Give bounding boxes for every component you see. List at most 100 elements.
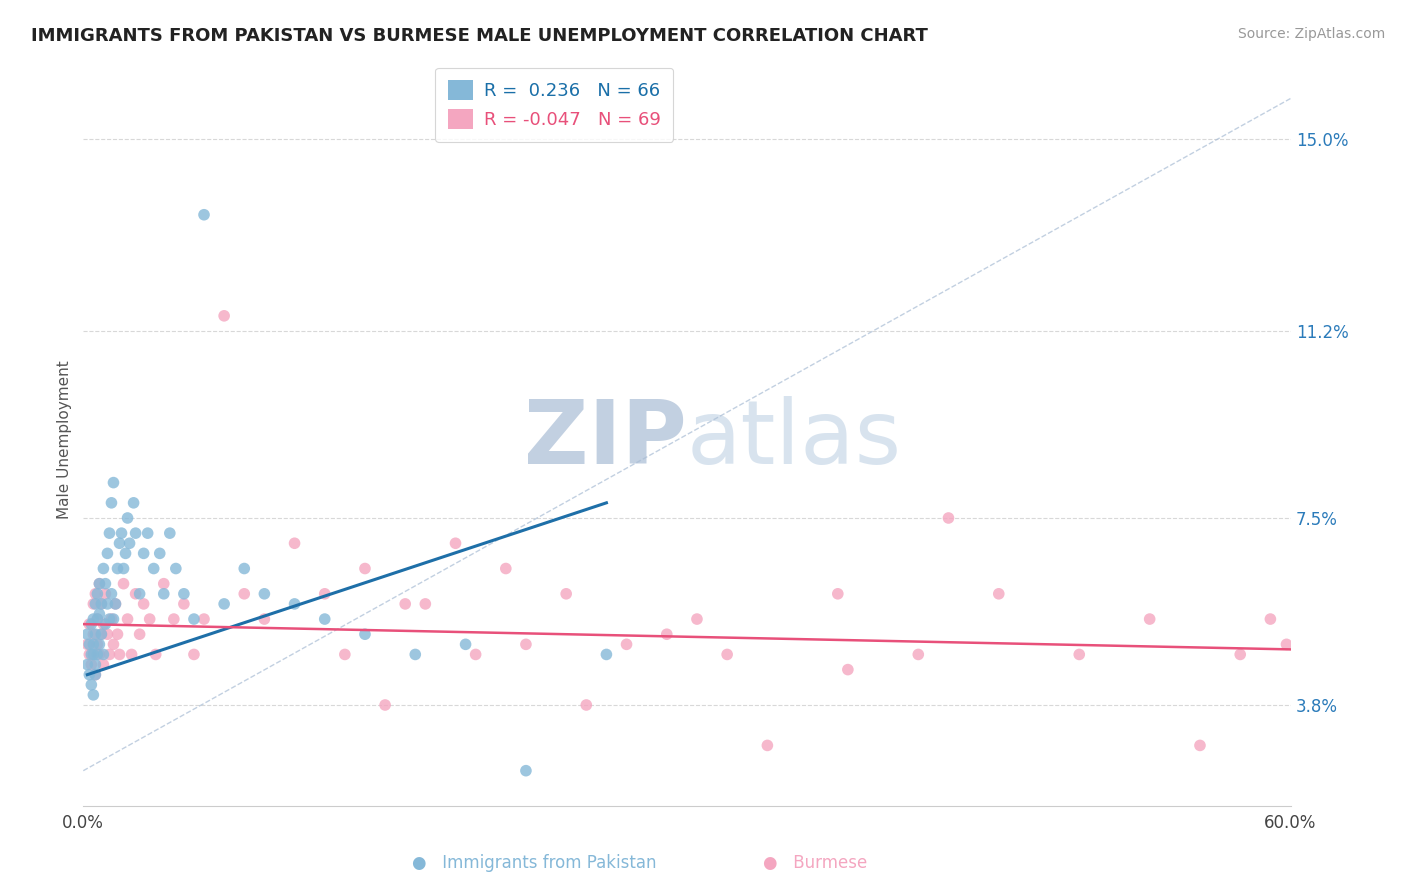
Point [183, 612, 205, 626]
Point [82, 597, 104, 611]
Point [76, 637, 98, 651]
Point [128, 627, 150, 641]
Point [80, 678, 103, 692]
Point [84, 667, 107, 681]
Point [86, 637, 108, 651]
Point [464, 648, 486, 662]
Point [515, 764, 537, 778]
Point [76, 627, 98, 641]
Point [138, 612, 160, 626]
Point [165, 561, 187, 575]
Point [79, 648, 101, 662]
Point [82, 637, 104, 651]
Text: IMMIGRANTS FROM PAKISTAN VS BURMESE MALE UNEMPLOYMENT CORRELATION CHART: IMMIGRANTS FROM PAKISTAN VS BURMESE MALE… [31, 27, 928, 45]
Point [212, 597, 235, 611]
Point [96, 597, 118, 611]
Point [444, 536, 467, 550]
Point [82, 612, 104, 626]
Point [1275, 637, 1298, 651]
Point [575, 698, 598, 712]
Point [454, 637, 477, 651]
Point [283, 597, 305, 611]
Point [94, 587, 117, 601]
Point [136, 526, 159, 541]
Point [84, 657, 107, 672]
Point [84, 627, 107, 641]
Point [100, 612, 122, 626]
Point [121, 648, 143, 662]
Point [93, 657, 115, 672]
Point [124, 587, 146, 601]
Point [124, 526, 146, 541]
Point [145, 648, 167, 662]
Point [90, 597, 112, 611]
Point [76, 657, 98, 672]
Point [1069, 648, 1091, 662]
Point [987, 587, 1010, 601]
Point [283, 536, 305, 550]
Point [84, 667, 107, 681]
Point [1260, 612, 1282, 626]
Point [86, 587, 108, 601]
Point [132, 546, 155, 560]
Point [112, 561, 135, 575]
Point [107, 627, 129, 641]
Y-axis label: Male Unemployment: Male Unemployment [58, 360, 72, 519]
Point [159, 526, 181, 541]
Point [233, 587, 256, 601]
Point [79, 667, 101, 681]
Point [104, 597, 127, 611]
Point [354, 561, 377, 575]
Point [100, 496, 122, 510]
Point [354, 627, 377, 641]
Point [1139, 612, 1161, 626]
Point [94, 576, 117, 591]
Point [108, 648, 131, 662]
Point [89, 637, 111, 651]
Point [212, 309, 235, 323]
Point [394, 597, 416, 611]
Point [82, 648, 104, 662]
Point [86, 612, 108, 626]
Point [616, 637, 638, 651]
Point [112, 576, 135, 591]
Point [93, 561, 115, 575]
Point [132, 597, 155, 611]
Point [96, 546, 118, 560]
Point [515, 637, 537, 651]
Point [495, 561, 517, 575]
Point [183, 648, 205, 662]
Point [89, 607, 111, 621]
Point [149, 546, 172, 560]
Text: ●   Burmese: ● Burmese [763, 855, 868, 872]
Point [90, 627, 112, 641]
Point [118, 536, 141, 550]
Point [595, 648, 617, 662]
Point [314, 587, 336, 601]
Point [404, 648, 426, 662]
Point [374, 698, 396, 712]
Point [314, 612, 336, 626]
Point [1188, 739, 1211, 753]
Point [193, 208, 215, 222]
Point [1229, 648, 1251, 662]
Point [415, 597, 437, 611]
Point [938, 511, 960, 525]
Point [89, 648, 111, 662]
Point [333, 648, 356, 662]
Point [827, 587, 849, 601]
Point [837, 663, 859, 677]
Point [128, 587, 150, 601]
Point [84, 587, 107, 601]
Point [93, 648, 115, 662]
Point [98, 612, 121, 626]
Point [253, 612, 276, 626]
Point [142, 561, 165, 575]
Point [98, 648, 121, 662]
Point [82, 688, 104, 702]
Point [94, 617, 117, 632]
Point [80, 657, 103, 672]
Point [89, 576, 111, 591]
Point [98, 526, 121, 541]
Point [79, 637, 101, 651]
